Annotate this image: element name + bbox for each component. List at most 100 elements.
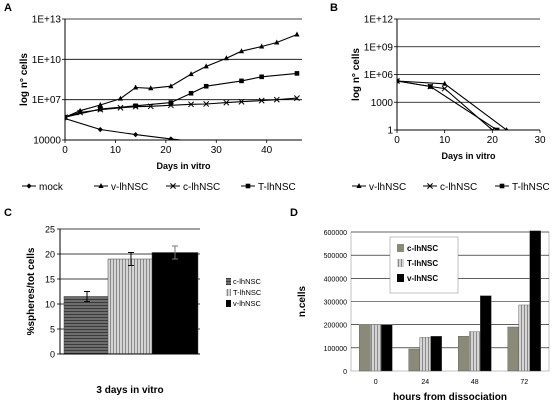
bar-v-lhNSC: [381, 324, 393, 372]
legend-marker: [98, 183, 104, 188]
data-point-mock: [168, 136, 174, 140]
series-line-v-lhNSC: [397, 80, 507, 130]
data-point-c-lhNSC: [273, 96, 280, 103]
data-point-v-lhNSC: [117, 95, 124, 101]
panel-letter-a: A: [4, 2, 12, 14]
y-tick-label: 1E+10: [32, 55, 62, 66]
legend-swatch: [397, 244, 404, 252]
series-line-c-lhNSC: [65, 97, 298, 118]
data-point-mock: [97, 126, 103, 133]
data-point-T-lhNSC: [259, 74, 264, 80]
x-tick-label: 72: [520, 379, 528, 386]
x-axis-label: hours from dissociation: [393, 392, 507, 403]
x-axis-label: Days in vitro: [156, 161, 211, 171]
legend-label: T-lhNSC: [512, 182, 550, 193]
legend-label: T-lhNSC: [407, 259, 438, 268]
y-tick-label: 300000: [324, 300, 347, 307]
y-tick-label: 10: [45, 300, 55, 310]
y-tick-label: 1E+12: [364, 15, 394, 26]
y-tick-label: 0: [50, 350, 55, 360]
panel-letter-d: D: [290, 207, 298, 219]
error-bar-T-lhNSC: [128, 252, 134, 266]
x-tick-label: 10: [439, 135, 451, 146]
data-point-T-lhNSC: [294, 71, 300, 76]
data-point-v-lhNSC: [148, 85, 154, 91]
x-tick-label: 24: [421, 379, 429, 386]
legend-label: c-lhNSC: [407, 244, 438, 253]
legend-label: v-lhNSC: [111, 182, 148, 193]
y-axis-label: log n° cells: [351, 48, 362, 101]
data-point-T-lhNSC: [397, 78, 400, 84]
legend-marker: [356, 183, 362, 188]
y-tick-label: 600000: [324, 230, 347, 237]
data-point-c-lhNSC: [258, 97, 265, 104]
bar-T-lhNSC: [518, 304, 530, 372]
legend-label: v-lhNSC: [369, 182, 406, 193]
data-point-c-lhNSC: [203, 100, 210, 107]
y-tick-label: 1E+13: [32, 15, 62, 26]
x-tick-label: 48: [471, 379, 479, 386]
data-point-v-lhNSC: [274, 39, 280, 45]
data-point-T-lhNSC: [65, 114, 68, 120]
bar-T-lhNSC: [107, 258, 155, 355]
y-axis-label: n.cells: [297, 286, 308, 318]
y-tick-label: 400000: [324, 276, 347, 283]
bar-T-lhNSC: [469, 331, 481, 372]
data-point-v-lhNSC: [188, 71, 194, 77]
data-point-T-lhNSC: [428, 84, 433, 89]
legend-label: c-lhNSC: [233, 277, 262, 286]
data-point-T-lhNSC: [168, 100, 174, 105]
y-tick-label: 0: [343, 369, 347, 376]
series-line-T-lhNSC: [397, 80, 498, 130]
bar-c-lhNSC: [63, 296, 111, 355]
y-tick-label: 1E+09: [364, 42, 394, 53]
data-point-c-lhNSC: [188, 101, 195, 108]
bar-T-lhNSC: [419, 337, 431, 372]
legend-label: T-lhNSC: [233, 288, 262, 297]
y-tick-label: 1E+07: [32, 95, 62, 106]
chart-c: 0 5 10 15 20 25 %spheres/tot cells 3 days in vi…: [26, 225, 262, 397]
panel-letter-b: B: [330, 2, 338, 14]
y-tick-label: 25: [45, 225, 55, 235]
series-line-mock: [65, 117, 186, 140]
x-tick-label: 0: [62, 145, 68, 156]
legend-marker: [170, 183, 176, 189]
series-line-v-lhNSC: [65, 33, 298, 118]
data-point-v-lhNSC: [505, 127, 509, 130]
x-axis-label: Days in vitro: [441, 151, 496, 161]
y-tick-label: 500000: [324, 253, 347, 260]
legend-label: v-lhNSC: [233, 299, 262, 308]
data-point-T-lhNSC: [133, 103, 138, 109]
legend-label: c-lhNSC: [440, 182, 477, 193]
bar-T-lhNSC: [370, 324, 382, 372]
y-tick-label: 1000: [371, 98, 394, 109]
legend-label: T-lhNSC: [258, 182, 296, 193]
data-point-T-lhNSC: [239, 78, 244, 84]
data-point-c-lhNSC: [223, 99, 230, 106]
data-point-v-lhNSC: [223, 55, 229, 61]
y-tick-label: 200000: [324, 323, 347, 330]
y-tick-label: 15: [45, 275, 55, 285]
data-point-mock: [204, 140, 209, 145]
legend-label: c-lhNSC: [183, 182, 220, 193]
data-point-v-lhNSC: [168, 83, 174, 89]
bar-v-lhNSC: [480, 295, 492, 372]
error-bar-c-lhNSC: [84, 291, 90, 302]
legend-swatch: [226, 300, 231, 307]
x-tick-label: 20: [487, 135, 499, 146]
y-tick-label: 10000: [33, 136, 61, 147]
x-axis-label: 3 days in vitro: [96, 385, 163, 396]
data-point-T-lhNSC: [494, 127, 500, 130]
data-point-mock: [132, 132, 139, 138]
bar-c-lhNSC: [408, 348, 420, 372]
data-point-T-lhNSC: [203, 83, 209, 89]
legend-swatch: [226, 289, 231, 296]
x-tick-label: 20: [160, 145, 172, 156]
legend-label: mock: [39, 182, 64, 193]
data-point-v-lhNSC: [294, 31, 300, 37]
data-point-v-lhNSC: [132, 84, 139, 90]
data-point-T-lhNSC: [97, 106, 103, 112]
bar-c-lhNSC: [507, 326, 519, 372]
y-tick-label: 1E+06: [364, 70, 394, 81]
bar-v-lhNSC: [151, 252, 199, 355]
